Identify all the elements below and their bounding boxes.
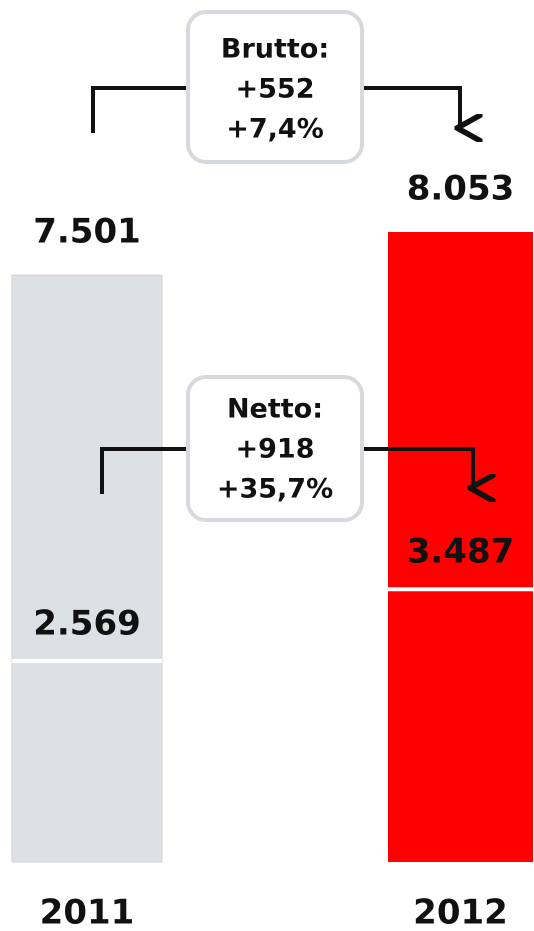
bar xyxy=(11,274,163,863)
net-label: 2.569 xyxy=(33,604,141,644)
net-label: 3.487 xyxy=(407,532,515,572)
arrow xyxy=(91,86,187,133)
annotation-text: +918 xyxy=(236,434,315,465)
arrow xyxy=(362,86,460,128)
gross-label: 8.053 xyxy=(407,169,515,209)
arrow xyxy=(362,447,473,488)
annotation-text: +35,7% xyxy=(217,474,333,505)
bar xyxy=(388,232,533,862)
annotation-text: Brutto: xyxy=(221,34,329,65)
annotation-box xyxy=(186,10,364,164)
gross-label: 7.501 xyxy=(33,212,141,252)
x-tick-label: 2011 xyxy=(40,893,135,931)
x-tick-label: 2012 xyxy=(413,893,508,931)
annotation-box xyxy=(186,375,364,522)
annotation-text: Netto: xyxy=(227,394,323,425)
annotation-text: +7,4% xyxy=(226,114,324,145)
arrow xyxy=(100,447,187,494)
annotation-text: +552 xyxy=(236,74,315,105)
